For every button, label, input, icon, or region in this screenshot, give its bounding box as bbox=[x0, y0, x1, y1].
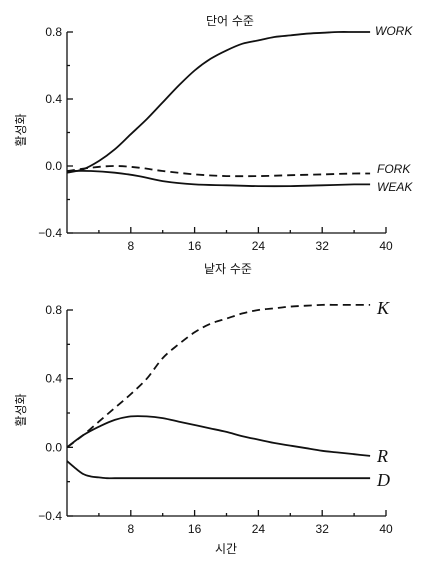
series-label-work: WORK bbox=[375, 24, 413, 38]
x-axis-label: 시간 bbox=[215, 542, 237, 556]
y-tick-label: −0.4 bbox=[38, 226, 62, 240]
series-label-d: D bbox=[376, 470, 390, 490]
time-chart: 활성화 시간 8 16 24 32 40 −0.4 0.0 0.4 0.8 K R D bbox=[14, 298, 393, 556]
x-tick-label: 32 bbox=[316, 239, 330, 253]
series-label-k: K bbox=[376, 298, 390, 318]
y-tick-label: 0.4 bbox=[45, 92, 62, 106]
series-label-weak: WEAK bbox=[377, 180, 413, 194]
y-tick-label: 0.0 bbox=[45, 159, 62, 173]
series-line-k bbox=[66, 303, 371, 449]
x-tick-label: 40 bbox=[379, 522, 393, 536]
y-tick-label: 0.8 bbox=[45, 25, 62, 39]
x-ticks: 8 16 24 32 40 bbox=[98, 510, 393, 536]
y-tick-label: 0.4 bbox=[45, 372, 62, 386]
series-line-d bbox=[66, 460, 371, 480]
x-tick-label: 32 bbox=[316, 522, 330, 536]
y-ticks: −0.4 0.0 0.4 0.8 bbox=[38, 25, 73, 240]
series-line-weak bbox=[66, 169, 371, 188]
x-tick-label: 24 bbox=[252, 522, 266, 536]
series-line-work bbox=[66, 31, 371, 174]
y-axis-label: 활성화 bbox=[14, 393, 28, 426]
word-level-chart: 단어 수준 활성화 낱자 수준 8 16 24 32 40 −0.40.00.40.8 … bbox=[14, 14, 413, 276]
x-tick-label: 16 bbox=[188, 522, 202, 536]
series-label-r: R bbox=[376, 446, 388, 466]
y-tick-label: 0.8 bbox=[45, 303, 62, 317]
series-line-r bbox=[66, 415, 371, 457]
x-tick-label: 8 bbox=[127, 522, 134, 536]
chart-title: 단어 수준 bbox=[206, 14, 254, 28]
x-axis-label: 낱자 수준 bbox=[204, 262, 252, 276]
x-tick-label: 40 bbox=[379, 239, 393, 253]
x-tick-label: 24 bbox=[252, 239, 266, 253]
x-ticks: 8 16 24 32 40 bbox=[98, 227, 393, 253]
y-tick-label: 0.0 bbox=[45, 440, 62, 454]
series-lines bbox=[66, 31, 371, 188]
x-tick-label: 16 bbox=[188, 239, 202, 253]
y-axis-label: 활성화 bbox=[14, 113, 28, 146]
series-lines bbox=[66, 303, 371, 480]
y-tick-label: −0.4 bbox=[38, 509, 62, 523]
series-label-fork: FORK bbox=[377, 162, 411, 176]
y-ticks: −0.4 0.0 0.4 0.8 bbox=[38, 303, 73, 523]
x-tick-label: 8 bbox=[127, 239, 134, 253]
series-line-fork bbox=[66, 165, 371, 178]
